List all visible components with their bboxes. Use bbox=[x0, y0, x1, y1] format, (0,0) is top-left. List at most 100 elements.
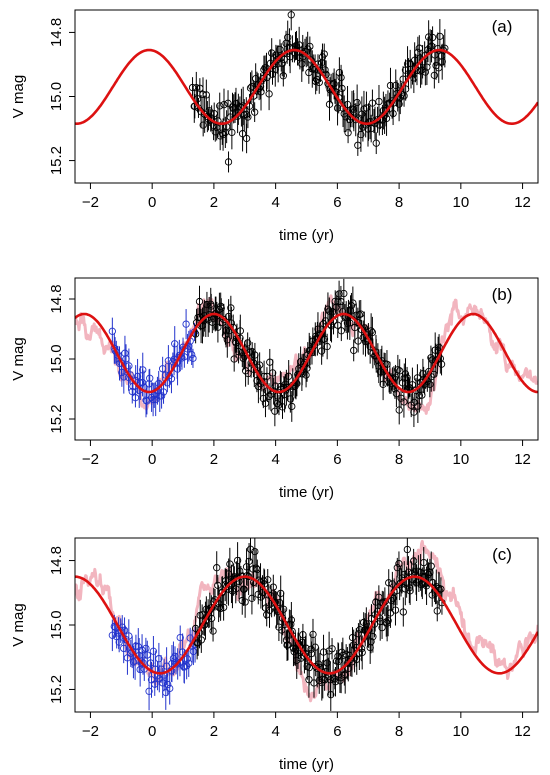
x-tick-label: −2 bbox=[82, 194, 99, 211]
data-point bbox=[244, 113, 252, 121]
data-point bbox=[236, 327, 244, 335]
data-point bbox=[117, 626, 125, 635]
data-point bbox=[207, 302, 215, 310]
data-point bbox=[118, 368, 126, 377]
x-tick-label: 6 bbox=[333, 451, 341, 468]
data-point bbox=[288, 402, 296, 411]
data-point bbox=[358, 110, 366, 118]
x-tick-label: 0 bbox=[148, 194, 156, 211]
data-point bbox=[279, 72, 287, 80]
data-point bbox=[382, 618, 390, 626]
data-point bbox=[330, 80, 338, 88]
x-tick-label: 8 bbox=[395, 194, 403, 211]
data-point bbox=[121, 349, 129, 357]
data-point bbox=[368, 99, 377, 107]
data-point bbox=[214, 323, 222, 331]
x-tick-label: 2 bbox=[210, 451, 218, 468]
data-point bbox=[271, 382, 279, 390]
y-tick-label: 14.8 bbox=[48, 546, 65, 575]
data-point bbox=[234, 347, 243, 356]
data-point bbox=[182, 320, 190, 328]
data-point bbox=[228, 128, 236, 137]
data-point bbox=[285, 372, 293, 380]
data-point bbox=[331, 678, 340, 686]
data-point bbox=[321, 66, 329, 74]
data-point bbox=[260, 577, 268, 585]
sinusoid-fit-curve bbox=[75, 48, 538, 125]
data-point bbox=[327, 691, 335, 699]
data-point bbox=[188, 350, 196, 359]
data-point bbox=[258, 588, 267, 597]
data-point bbox=[321, 317, 330, 325]
data-point bbox=[139, 366, 147, 374]
stochastic-model-curve bbox=[75, 294, 538, 415]
data-point bbox=[125, 362, 133, 370]
data-point bbox=[338, 648, 346, 656]
data-point bbox=[414, 48, 422, 56]
data-point bbox=[129, 658, 138, 666]
data-point bbox=[241, 598, 249, 606]
data-point bbox=[145, 687, 153, 695]
y-tick-label: 15.0 bbox=[48, 82, 65, 111]
data-point bbox=[287, 616, 296, 624]
data-point bbox=[223, 336, 231, 344]
data-point bbox=[203, 300, 211, 309]
plot-frame bbox=[74, 9, 539, 184]
data-point bbox=[356, 626, 364, 634]
data-point bbox=[164, 680, 172, 689]
data-point bbox=[401, 370, 410, 378]
data-point bbox=[403, 545, 411, 554]
data-point bbox=[395, 580, 404, 588]
data-point bbox=[261, 64, 269, 72]
observations-group bbox=[188, 10, 449, 173]
data-point bbox=[265, 392, 273, 401]
data-point bbox=[211, 128, 219, 136]
data-point bbox=[240, 585, 248, 593]
data-point bbox=[423, 63, 431, 71]
data-point bbox=[265, 90, 273, 98]
data-point bbox=[399, 608, 407, 616]
data-point bbox=[358, 648, 366, 657]
data-point bbox=[302, 644, 310, 652]
x-tick-label: 0 bbox=[148, 451, 156, 468]
data-point bbox=[395, 100, 403, 108]
data-point bbox=[427, 562, 435, 570]
data-point bbox=[265, 606, 274, 614]
data-point bbox=[388, 580, 397, 588]
data-point bbox=[342, 113, 350, 121]
data-point bbox=[197, 636, 205, 644]
data-point bbox=[173, 365, 182, 373]
data-point bbox=[210, 109, 218, 118]
data-point bbox=[217, 304, 225, 312]
data-point bbox=[372, 139, 380, 147]
data-point bbox=[254, 590, 262, 599]
data-point bbox=[149, 647, 158, 655]
data-point bbox=[340, 289, 348, 298]
data-point bbox=[279, 605, 288, 613]
data-point bbox=[337, 73, 345, 82]
data-point bbox=[251, 547, 259, 556]
data-point bbox=[412, 579, 421, 587]
data-point bbox=[355, 311, 363, 319]
y-tick-label: 15.2 bbox=[48, 146, 65, 175]
data-point bbox=[392, 390, 401, 398]
data-point bbox=[222, 326, 230, 335]
data-point bbox=[138, 646, 146, 654]
data-point bbox=[189, 354, 197, 363]
x-tick-label: 4 bbox=[271, 451, 279, 468]
data-point bbox=[293, 656, 301, 665]
data-point bbox=[214, 581, 222, 589]
data-point bbox=[328, 645, 336, 653]
data-point bbox=[271, 407, 279, 415]
data-point bbox=[354, 337, 362, 345]
data-point bbox=[159, 388, 168, 396]
data-point bbox=[303, 662, 311, 670]
y-tick-label: 15.2 bbox=[48, 404, 65, 433]
data-point bbox=[357, 130, 365, 139]
data-point bbox=[245, 557, 253, 565]
y-axis-label: V mag bbox=[10, 603, 27, 646]
data-point bbox=[142, 644, 150, 652]
data-point bbox=[424, 570, 433, 579]
data-point bbox=[263, 372, 271, 380]
